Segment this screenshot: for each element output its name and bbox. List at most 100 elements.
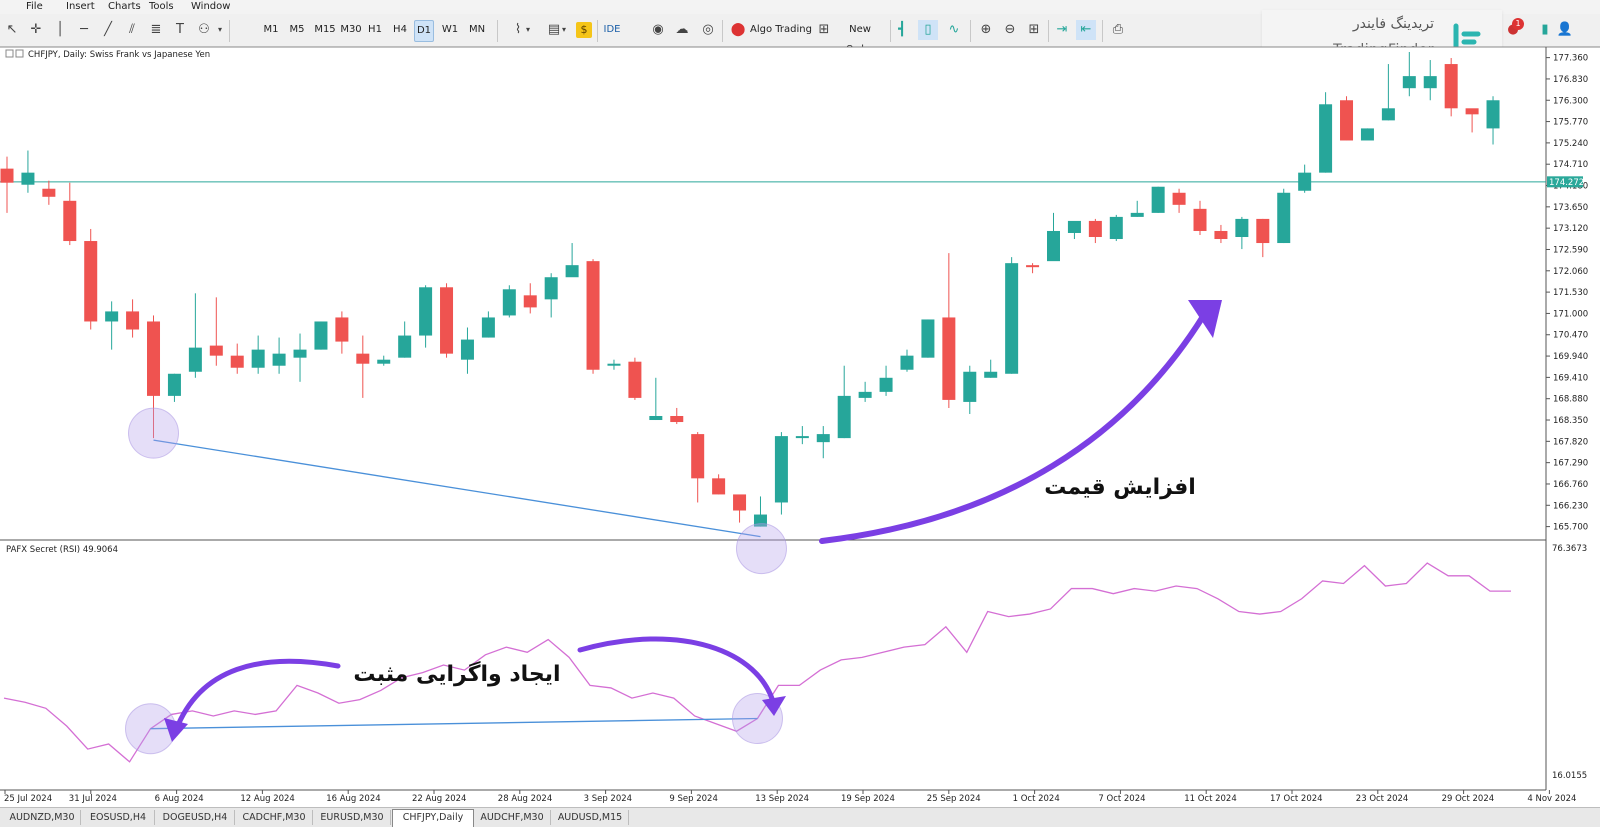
- bar-chart-icon[interactable]: ┫: [898, 22, 906, 37]
- price-axis-label: 167.820: [1553, 437, 1588, 447]
- timeframe-h4-button[interactable]: H4: [393, 24, 407, 35]
- tab-audusd-m15[interactable]: AUDUSD,M15: [552, 810, 629, 825]
- candle-body: [251, 349, 265, 368]
- candle-body: [921, 319, 935, 358]
- date-axis-label: 13 Sep 2024: [755, 794, 809, 804]
- cursor-icon[interactable]: ↖: [6, 22, 18, 37]
- market-icon[interactable]: ◎: [702, 22, 714, 37]
- toolbar-separator: [497, 20, 498, 42]
- user-icon[interactable]: 👤: [1556, 22, 1574, 37]
- menu-tools[interactable]: Tools: [149, 1, 174, 12]
- candle-body: [1423, 76, 1437, 89]
- divergence-arrow-left: [173, 658, 341, 733]
- zoom-in-icon[interactable]: ⊕: [980, 22, 992, 37]
- candle-body: [126, 311, 140, 330]
- timeframe-h1-button[interactable]: H1: [368, 24, 382, 35]
- tab-chfjpy-daily[interactable]: CHFJPY,Daily: [392, 809, 474, 827]
- chart-window-icon[interactable]: [15, 49, 24, 58]
- horizontal-line-icon[interactable]: ─: [80, 22, 88, 37]
- tab-eurusd-m30[interactable]: EURUSD,M30: [314, 810, 391, 825]
- ide-button[interactable]: IDE: [603, 24, 621, 35]
- tab-audnzd-m30[interactable]: AUDNZD,M30: [4, 810, 81, 825]
- candle-body: [691, 434, 705, 479]
- rsi-divergence-line: [150, 717, 758, 730]
- date-axis-label: 7 Oct 2024: [1098, 794, 1145, 804]
- candle-body: [1193, 208, 1207, 231]
- price-axis-label: 167.290: [1553, 459, 1588, 469]
- candle-body: [209, 345, 223, 356]
- text-tool-icon[interactable]: T: [176, 22, 184, 37]
- shapes-icon[interactable]: ⚇: [198, 22, 210, 37]
- timeframe-m1-button[interactable]: M1: [263, 24, 279, 35]
- candle-body: [858, 391, 872, 398]
- timeframe-w1-button[interactable]: W1: [441, 24, 459, 35]
- tab-dogeusd-h4[interactable]: DOGEUSD,H4: [156, 810, 235, 825]
- timeframe-m5-button[interactable]: M5: [289, 24, 305, 35]
- chart-type-dropdown-icon[interactable]: ▾: [525, 25, 530, 34]
- symbol-tabs-bar: AUDNZD,M30 EOSUSD,H4 DOGEUSD,H4 CADCHF,M…: [0, 807, 1600, 827]
- price-increase-annotation: افزایش قیمت: [1044, 475, 1196, 500]
- chart-type-icon[interactable]: ⌇: [514, 22, 522, 37]
- candle-body: [1381, 108, 1395, 121]
- candle-body: [42, 188, 56, 197]
- candle-body: [502, 289, 516, 316]
- trendline-icon[interactable]: ╱: [104, 22, 112, 37]
- candle-body: [984, 371, 998, 378]
- candle-body: [21, 172, 35, 185]
- signal-icon[interactable]: ◉: [652, 22, 664, 37]
- candle-body: [628, 361, 642, 398]
- toolbar-separator: [229, 20, 230, 42]
- candle-body: [1067, 220, 1081, 233]
- line-chart-icon[interactable]: ∿: [948, 22, 960, 37]
- zoom-out-icon[interactable]: ⊖: [1004, 22, 1016, 37]
- vertical-line-icon[interactable]: │: [56, 22, 64, 37]
- autoscroll-icon[interactable]: ⇥: [1056, 22, 1068, 37]
- cloud-icon[interactable]: ☁: [675, 22, 689, 37]
- currency-icon[interactable]: $: [576, 22, 592, 38]
- new-order-icon[interactable]: ⊞: [818, 22, 830, 37]
- chart-shift-icon[interactable]: ⇤: [1076, 20, 1096, 40]
- indicators-icon[interactable]: ▤: [547, 22, 561, 37]
- grid-icon[interactable]: ⊞: [1028, 22, 1040, 37]
- indicators-dropdown-icon[interactable]: ▾: [561, 25, 566, 34]
- signal-strength-icon: ▮: [1541, 22, 1549, 37]
- date-axis-label: 1 Oct 2024: [1013, 794, 1060, 804]
- menu-insert[interactable]: Insert: [66, 1, 95, 12]
- shapes-dropdown-icon[interactable]: ▾: [217, 25, 222, 34]
- candle-body: [523, 295, 537, 308]
- candle-body: [1340, 100, 1354, 141]
- candle-body: [816, 434, 830, 443]
- timeframe-m15-button[interactable]: M15: [314, 24, 336, 35]
- crosshair-icon[interactable]: ✛: [30, 22, 42, 37]
- notification-icon[interactable]: ●: [1507, 22, 1519, 37]
- algo-trading-icon[interactable]: ⬤: [730, 22, 746, 37]
- candle-body: [335, 317, 349, 342]
- chart-menu-icon[interactable]: [5, 49, 14, 58]
- toolbar-separator: [722, 20, 723, 42]
- fibonacci-icon[interactable]: ≣: [150, 22, 162, 37]
- price-axis-label: 170.470: [1553, 331, 1588, 341]
- price-axis-label: 176.300: [1553, 96, 1588, 106]
- price-axis-label: 171.000: [1553, 309, 1588, 319]
- menu-file[interactable]: File: [26, 1, 43, 12]
- candlestick-chart-icon[interactable]: ▯: [918, 20, 938, 40]
- channel-icon[interactable]: ⫽: [129, 22, 135, 37]
- tab-audchf-m30[interactable]: AUDCHF,M30: [474, 810, 551, 825]
- timeframe-m30-button[interactable]: M30: [340, 24, 362, 35]
- menu-window[interactable]: Window: [191, 1, 231, 12]
- tab-eosusd-h4[interactable]: EOSUSD,H4: [82, 810, 155, 825]
- candle-body: [586, 261, 600, 370]
- algo-trading-button[interactable]: Algo Trading: [750, 24, 812, 35]
- screenshot-icon[interactable]: ⎙: [1112, 22, 1124, 37]
- candle-body: [1109, 216, 1123, 240]
- menu-charts[interactable]: Charts: [108, 1, 141, 12]
- price-axis-label: 176.830: [1553, 75, 1588, 85]
- timeframe-d1-button[interactable]: D1: [414, 20, 434, 42]
- price-axis-label: 168.880: [1553, 395, 1588, 405]
- timeframe-mn-button[interactable]: MN: [468, 24, 486, 35]
- candle-body: [942, 317, 956, 400]
- candle-body: [293, 349, 307, 358]
- price-divergence-line: [153, 439, 761, 538]
- tab-cadchf-m30[interactable]: CADCHF,M30: [236, 810, 313, 825]
